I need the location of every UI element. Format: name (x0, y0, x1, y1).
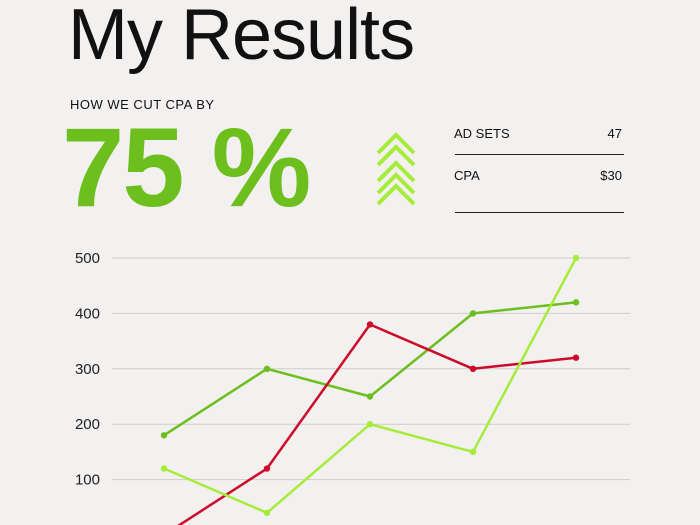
data-point (366, 321, 374, 328)
triple-chevron-up-icon (376, 132, 416, 206)
y-tick-label: 200 (75, 416, 100, 433)
data-point (263, 365, 271, 372)
stat-divider (455, 154, 624, 155)
series-line-3 (163, 257, 578, 515)
data-point (160, 432, 168, 439)
stat-label-cpa: CPA (454, 168, 480, 183)
headline-percentage: 75 % (62, 105, 311, 230)
data-point (263, 509, 271, 517)
data-point (572, 254, 580, 262)
data-point (366, 421, 374, 428)
y-tick-label: 100 (75, 472, 100, 489)
data-point (469, 448, 477, 456)
stat-divider (455, 212, 624, 213)
stat-value-ad-sets: 47 (607, 126, 622, 141)
y-tick-label: 300 (75, 361, 100, 378)
data-point (572, 299, 580, 306)
data-point (469, 365, 477, 372)
y-tick-label: 400 (75, 305, 100, 322)
data-point (263, 465, 271, 472)
y-tick-label: 500 (75, 250, 100, 267)
stat-label-ad-sets: AD SETS (454, 126, 510, 141)
data-point (160, 465, 168, 472)
page-title: My Results (68, 0, 415, 75)
data-point (572, 354, 580, 361)
stat-value-cpa: $30 (600, 168, 622, 183)
data-point (469, 310, 477, 317)
page-subtitle: HOW WE CUT CPA BY (70, 97, 215, 112)
data-point (366, 393, 374, 400)
